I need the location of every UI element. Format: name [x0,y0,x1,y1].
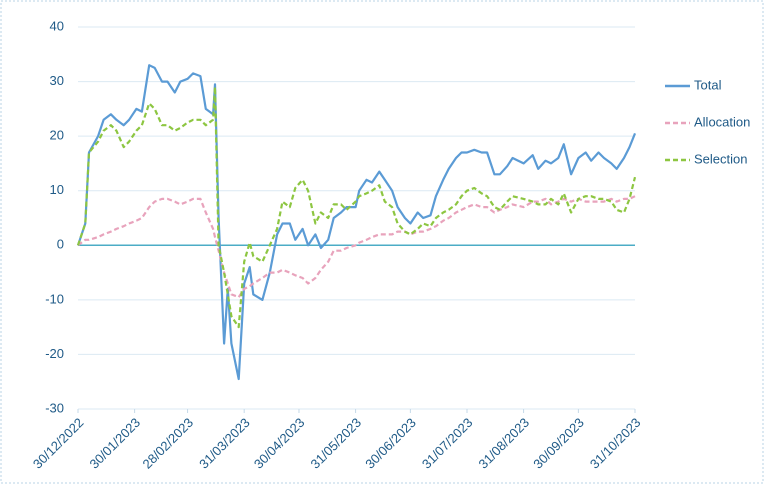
y-tick-label: -30 [45,400,64,415]
y-tick-label: 20 [50,128,64,143]
y-tick-label: -10 [45,291,64,306]
series-line [77,195,636,299]
series-line [76,85,637,329]
legend-label: Selection [694,151,747,166]
y-tick-label: 40 [50,18,64,33]
y-tick-label: -20 [45,346,64,361]
legend-label: Allocation [694,114,750,129]
series-line [76,64,637,381]
y-tick-label: 10 [50,182,64,197]
y-tick-label: 30 [50,73,64,88]
legend-label: Total [694,77,722,92]
y-tick-label: 0 [57,237,64,252]
